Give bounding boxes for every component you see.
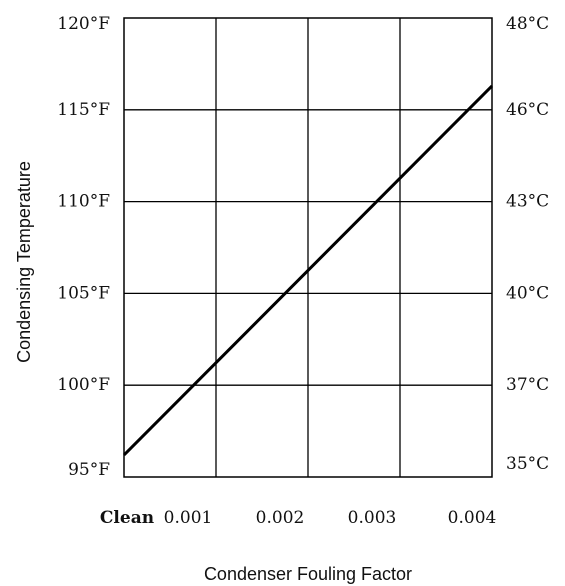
y-axis-title: Condensing Temperature xyxy=(14,161,34,363)
y-left-tick-label: 100°F xyxy=(57,375,110,395)
y-left-tick-label: 120°F xyxy=(57,14,110,34)
x-tick-label: Clean xyxy=(100,508,154,528)
x-tick-labels: Clean 0.001 0.002 0.003 0.004 xyxy=(100,508,496,528)
y-right-tick-label: 46°C xyxy=(506,100,549,120)
y-left-tick-label: 110°F xyxy=(57,192,110,212)
series-layer xyxy=(122,84,494,457)
x-tick-label: 0.001 xyxy=(164,508,213,528)
series-line-0 xyxy=(122,84,494,457)
right-tick-labels: 35°C 37°C 40°C 43°C 46°C 48°C xyxy=(506,14,549,474)
y-left-tick-label: 95°F xyxy=(68,460,110,480)
y-left-tick-label: 115°F xyxy=(57,100,110,120)
x-tick-label: 0.003 xyxy=(348,508,397,528)
y-right-tick-label: 37°C xyxy=(506,375,549,395)
left-tick-labels: 95°F 100°F 105°F 110°F 115°F 120°F xyxy=(57,14,110,480)
y-right-tick-label: 40°C xyxy=(506,283,549,303)
plot-frame xyxy=(123,17,493,478)
grid xyxy=(124,18,492,477)
x-tick-label: 0.002 xyxy=(256,508,305,528)
y-right-tick-label: 48°C xyxy=(506,14,549,34)
x-tick-label: 0.004 xyxy=(448,508,497,528)
x-axis-title: Condenser Fouling Factor xyxy=(204,564,412,584)
y-right-tick-label: 43°C xyxy=(506,192,549,212)
y-right-tick-label: 35°C xyxy=(506,454,549,474)
y-left-tick-label: 105°F xyxy=(57,283,110,303)
